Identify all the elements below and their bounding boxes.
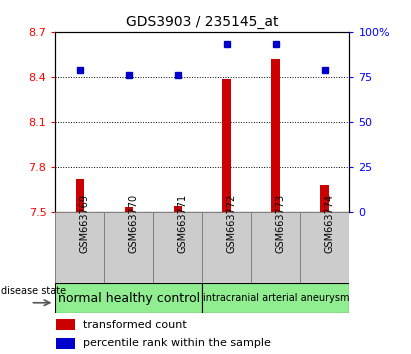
Text: percentile rank within the sample: percentile rank within the sample — [83, 338, 270, 348]
Bar — [125, 207, 133, 212]
FancyBboxPatch shape — [202, 283, 349, 313]
Bar — [55, 338, 76, 349]
Bar — [321, 185, 329, 212]
Bar — [173, 206, 182, 212]
FancyBboxPatch shape — [300, 212, 349, 283]
Text: transformed count: transformed count — [83, 320, 187, 330]
Text: GSM663774: GSM663774 — [325, 193, 335, 253]
Text: GSM663770: GSM663770 — [129, 193, 139, 253]
Text: normal healthy control: normal healthy control — [58, 292, 200, 305]
Text: intracranial arterial aneurysm: intracranial arterial aneurysm — [203, 293, 349, 303]
Bar — [222, 79, 231, 212]
FancyBboxPatch shape — [153, 212, 202, 283]
Title: GDS3903 / 235145_at: GDS3903 / 235145_at — [126, 16, 279, 29]
Text: disease state: disease state — [1, 286, 66, 296]
Text: GSM663771: GSM663771 — [178, 193, 188, 253]
Bar — [76, 179, 84, 212]
Text: GSM663773: GSM663773 — [276, 193, 286, 253]
FancyBboxPatch shape — [104, 212, 153, 283]
Bar — [55, 319, 76, 330]
Text: GSM663769: GSM663769 — [80, 194, 90, 252]
FancyBboxPatch shape — [55, 283, 202, 313]
FancyBboxPatch shape — [252, 212, 300, 283]
Bar — [272, 59, 280, 212]
Text: GSM663772: GSM663772 — [227, 193, 237, 253]
FancyBboxPatch shape — [202, 212, 252, 283]
FancyBboxPatch shape — [55, 212, 104, 283]
